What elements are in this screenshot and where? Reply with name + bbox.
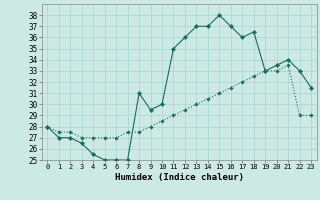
X-axis label: Humidex (Indice chaleur): Humidex (Indice chaleur) bbox=[115, 173, 244, 182]
